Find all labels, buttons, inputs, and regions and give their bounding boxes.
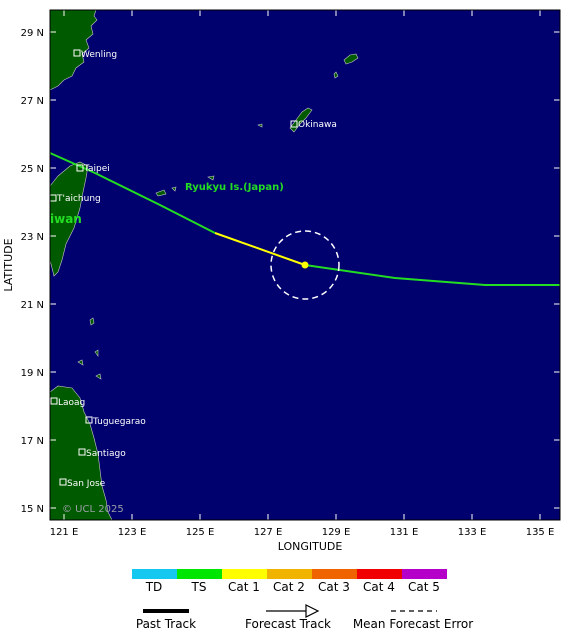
island-amami [343,53,359,65]
legend-swatch-cat3 [312,569,357,579]
legend-label-cat5: Cat 5 [408,580,440,594]
x-tick-125: 125 E [186,527,215,538]
y-tick-17: 17 N [21,436,44,447]
island-babuyan [77,359,84,366]
marker-wenling [73,49,81,57]
label-okinawa: Okinawa [298,120,337,130]
track-segment-cat1 [214,232,306,266]
y-tick-29: 29 N [21,28,44,39]
label-taichung: T'aichung [56,194,101,204]
legend-swatch-cat5 [402,569,447,579]
x-tick-135: 135 E [526,527,555,538]
legend-swatch-ts [177,569,222,579]
marker-santiago [78,448,86,456]
y-tick-27: 27 N [21,96,44,107]
label-tuguegarao: Tuguegarao [92,417,146,427]
island-babuyan-2 [94,349,99,357]
past-track-label: Past Track [136,617,196,631]
island-ishigaki [155,189,167,197]
legend-label-td: TD [145,580,163,594]
marker-tuguegarao [85,416,93,424]
y-tick-21: 21 N [21,300,44,311]
x-axis-title: LONGITUDE [278,540,343,553]
place-markers: Wenling Okinawa Taipei T'aichung Laoag T… [49,49,337,489]
legend-label-cat4: Cat 4 [363,580,395,594]
copyright-label: © UCL 2025 [62,504,124,515]
y-axis-title: LATITUDE [2,238,15,291]
legend-label-cat3: Cat 3 [318,580,350,594]
legend-swatch-cat2 [267,569,312,579]
legend-swatch-cat4 [357,569,402,579]
label-taiwan: iwan [50,212,82,226]
label-ryukyu: Ryukyu Is.(Japan) [185,182,284,193]
legend-label-cat1: Cat 1 [228,580,260,594]
legend-swatch-cat1 [222,569,267,579]
x-tick-133: 133 E [458,527,487,538]
label-san-jose: San Jose [67,479,106,489]
island-calayan [95,373,102,380]
forecast-track-label: Forecast Track [245,617,331,631]
x-tick-121: 121 E [50,527,79,538]
forecast-error-circle [270,230,340,300]
legend-label-cat2: Cat 2 [273,580,305,594]
label-wenling: Wenling [81,50,117,60]
x-tick-129: 129 E [322,527,351,538]
map-panel: Wenling Okinawa Taipei T'aichung Laoag T… [49,9,561,521]
y-tick-23: 23 N [21,232,44,243]
marker-okinawa [290,120,298,128]
luzon-landmass [49,385,113,521]
y-tick-19: 19 N [21,368,44,379]
map-border [49,9,561,521]
small-islands [77,53,359,380]
grid-ticks [50,10,560,520]
y-axis-labels: 29 N 27 N 25 N 23 N 21 N 19 N 17 N 15 N [21,28,44,515]
island-tokunoshima [333,71,339,79]
x-tick-123: 123 E [118,527,147,538]
island-okinawa [289,107,313,133]
x-axis-labels: 121 E 123 E 125 E 127 E 129 E 131 E 133 … [50,527,555,538]
storm-track [49,152,560,300]
category-legend: TD TS Cat 1 Cat 2 Cat 3 Cat 4 Cat 5 [132,569,447,594]
current-position-marker [301,261,309,269]
y-tick-15: 15 N [21,504,44,515]
label-santiago: Santiago [86,449,126,459]
x-tick-131: 131 E [390,527,419,538]
marker-san-jose [59,478,67,486]
legend-label-ts: TS [191,580,207,594]
label-laoag: Laoag [58,398,85,408]
track-segment-ts-past [49,152,216,234]
island-miyako [171,186,177,192]
island-batan [89,317,95,326]
x-tick-127: 127 E [254,527,283,538]
island-miyako-2 [207,175,215,181]
label-taipei: Taipei [83,164,110,174]
legend-swatch-td [132,569,177,579]
marker-laoag [50,397,58,405]
y-tick-25: 25 N [21,164,44,175]
marker-taipei [76,164,84,172]
taiwan-landmass [49,161,89,277]
track-segment-ts-forecast [304,264,560,286]
track-key: Past Track Forecast Track Mean Forecast … [136,604,473,631]
island-kume [257,123,263,128]
forecast-arrow-icon [305,604,320,618]
mean-error-label: Mean Forecast Error [353,617,473,631]
